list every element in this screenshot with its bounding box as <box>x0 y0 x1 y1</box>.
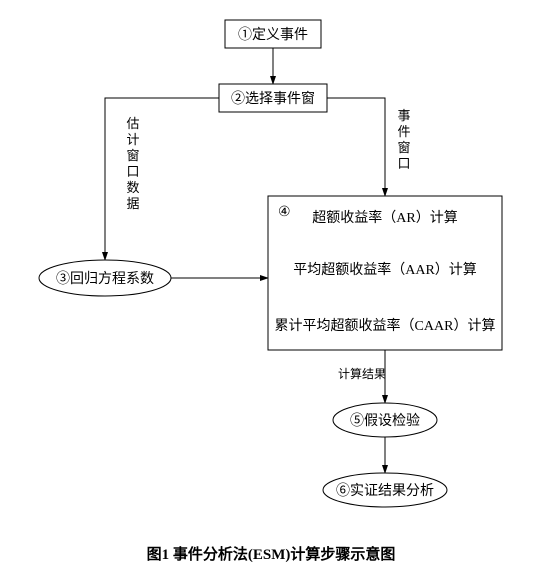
svg-text:④: ④ <box>278 205 291 220</box>
svg-text:超额收益率（AR）计算: 超额收益率（AR）计算 <box>312 209 457 226</box>
flowchart-svg: 估计窗口数据事件窗口计算结果①定义事件②选择事件窗③回归方程系数④超额收益率（A… <box>0 0 542 578</box>
svg-text:事: 事 <box>397 108 410 123</box>
svg-text:口: 口 <box>126 164 139 179</box>
diagram-stage: 估计窗口数据事件窗口计算结果①定义事件②选择事件窗③回归方程系数④超额收益率（A… <box>0 0 542 578</box>
svg-text:③回归方程系数: ③回归方程系数 <box>56 270 154 287</box>
svg-text:估: 估 <box>126 116 139 131</box>
figure-caption: 图1 事件分析法(ESM)计算步骤示意图 <box>0 543 542 564</box>
svg-text:累计平均超额收益率（CAAR）计算: 累计平均超额收益率（CAAR）计算 <box>275 317 496 334</box>
svg-text:窗: 窗 <box>397 140 410 155</box>
svg-text:数: 数 <box>126 180 139 195</box>
svg-text:计: 计 <box>126 132 139 147</box>
svg-text:据: 据 <box>126 196 139 211</box>
svg-text:窗: 窗 <box>126 148 139 163</box>
svg-text:②选择事件窗: ②选择事件窗 <box>231 90 315 107</box>
svg-text:⑥实证结果分析: ⑥实证结果分析 <box>336 483 434 499</box>
svg-text:件: 件 <box>397 124 410 139</box>
svg-text:①定义事件: ①定义事件 <box>238 27 308 43</box>
svg-text:计算结果: 计算结果 <box>338 366 386 381</box>
svg-text:⑤假设检验: ⑤假设检验 <box>350 413 420 429</box>
svg-text:口: 口 <box>397 156 410 171</box>
svg-text:平均超额收益率（AAR）计算: 平均超额收益率（AAR）计算 <box>293 261 477 278</box>
